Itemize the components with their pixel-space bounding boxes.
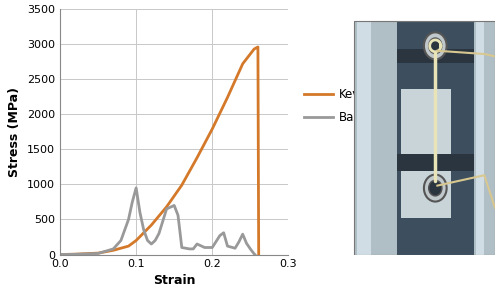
- Basalt: [232, 246, 238, 250]
- Basalt: [252, 253, 258, 256]
- Basalt: [209, 246, 215, 249]
- Basalt: [186, 247, 192, 251]
- Line: Kevlar: Kevlar: [60, 47, 258, 255]
- Kevlar: [194, 156, 200, 160]
- Kevlar: [110, 248, 116, 252]
- Bar: [354, 22, 397, 255]
- Basalt: [251, 252, 257, 256]
- Basalt: [148, 242, 154, 246]
- Kevlar: [255, 45, 261, 49]
- Bar: [396, 22, 474, 255]
- Basalt: [130, 200, 136, 204]
- Basalt: [236, 240, 242, 244]
- Kevlar: [126, 244, 132, 248]
- Basalt: [240, 232, 246, 236]
- Basalt: [220, 231, 226, 235]
- Basalt: [144, 239, 150, 242]
- Bar: [356, 22, 370, 255]
- Circle shape: [424, 32, 446, 59]
- Kevlar: [256, 253, 262, 256]
- Kevlar: [224, 96, 230, 99]
- Basalt: [190, 247, 196, 251]
- Basalt: [57, 253, 63, 256]
- Kevlar: [240, 62, 246, 66]
- Kevlar: [133, 239, 139, 242]
- Basalt: [118, 239, 124, 242]
- Bar: [396, 49, 474, 63]
- Basalt: [164, 207, 170, 211]
- Basalt: [156, 232, 162, 235]
- Bar: [476, 22, 484, 255]
- Basalt: [95, 252, 101, 255]
- Basalt: [171, 204, 177, 207]
- Basalt: [244, 241, 250, 245]
- Bar: [401, 89, 451, 218]
- Basalt: [72, 252, 78, 256]
- Bar: [354, 22, 495, 255]
- Basalt: [224, 244, 230, 248]
- Basalt: [217, 234, 223, 238]
- Basalt: [152, 239, 158, 242]
- Basalt: [179, 246, 185, 249]
- Circle shape: [428, 180, 442, 196]
- Basalt: [126, 218, 132, 221]
- Basalt: [202, 246, 207, 249]
- Basalt: [137, 211, 143, 214]
- Kevlar: [164, 205, 170, 209]
- Line: Basalt: Basalt: [60, 188, 255, 255]
- Bar: [474, 22, 495, 255]
- Kevlar: [72, 252, 78, 256]
- Basalt: [140, 228, 146, 232]
- X-axis label: Strain: Strain: [153, 274, 196, 287]
- Kevlar: [209, 127, 215, 131]
- Bar: [354, 22, 495, 255]
- Kevlar: [148, 223, 154, 227]
- Basalt: [194, 242, 200, 246]
- Basalt: [110, 247, 116, 251]
- Kevlar: [251, 47, 257, 51]
- Kevlar: [95, 251, 101, 255]
- Basalt: [248, 247, 254, 251]
- Legend: Kevlar, Basalt: Kevlar, Basalt: [299, 84, 380, 128]
- Circle shape: [424, 175, 446, 201]
- Y-axis label: Stress (MPa): Stress (MPa): [8, 87, 22, 177]
- Kevlar: [179, 183, 185, 187]
- Bar: [396, 154, 474, 171]
- Circle shape: [428, 38, 442, 54]
- Basalt: [175, 213, 181, 217]
- Kevlar: [57, 253, 63, 256]
- Basalt: [133, 186, 139, 190]
